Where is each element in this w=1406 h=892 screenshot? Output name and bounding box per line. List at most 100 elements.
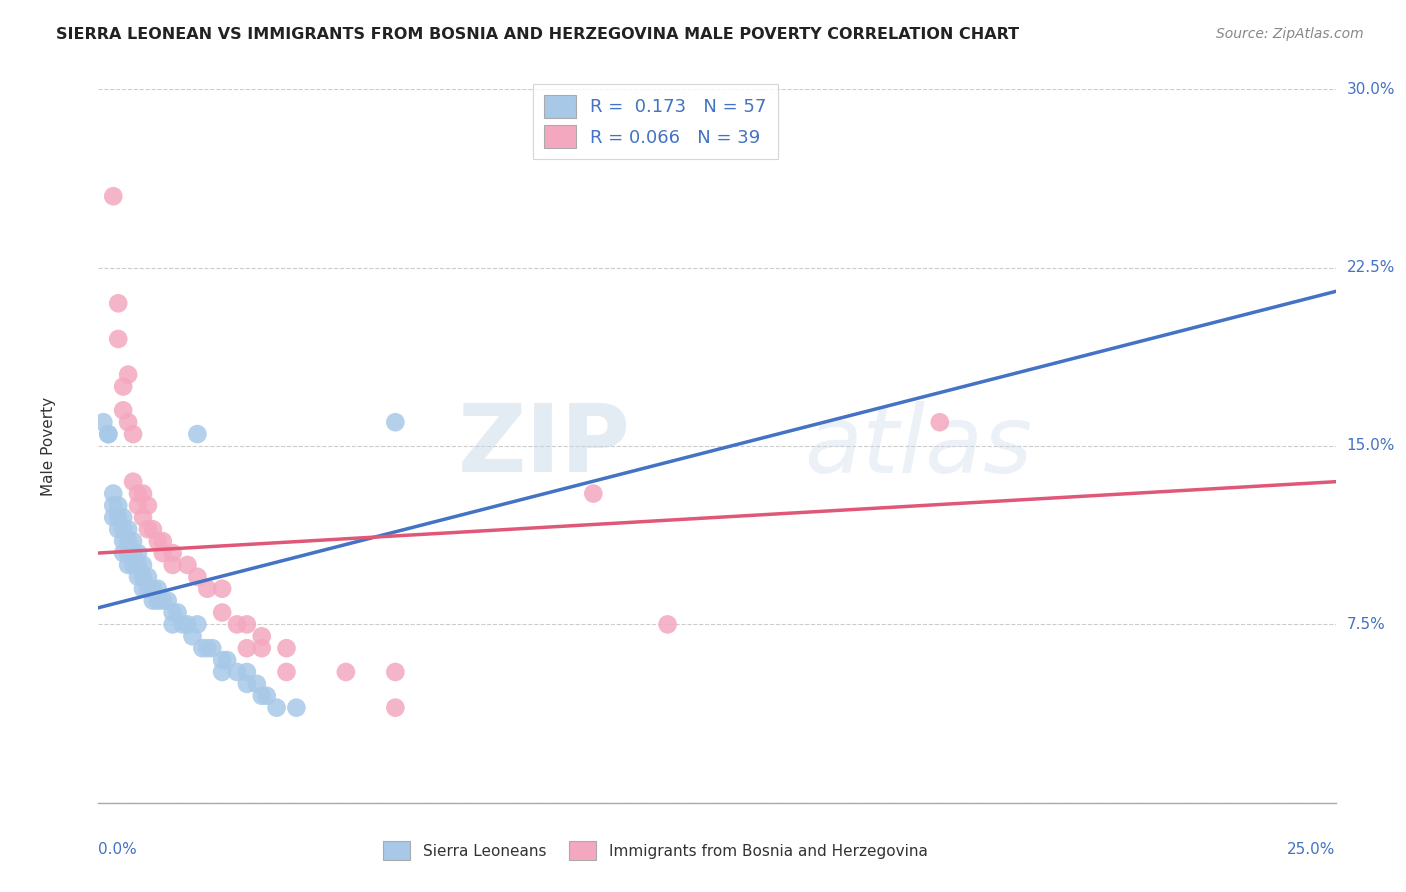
Point — [112, 522, 135, 536]
Point — [176, 558, 198, 572]
Point — [146, 582, 169, 596]
Text: ZIP: ZIP — [457, 400, 630, 492]
Point — [93, 415, 115, 429]
Point — [117, 522, 139, 536]
Point — [107, 499, 129, 513]
Point — [186, 617, 208, 632]
Point — [928, 415, 950, 429]
Point — [146, 593, 169, 607]
Point — [117, 415, 139, 429]
Point — [156, 593, 179, 607]
Point — [136, 582, 159, 596]
Point — [236, 677, 259, 691]
Point — [112, 534, 135, 549]
Text: atlas: atlas — [804, 401, 1032, 491]
Point — [152, 593, 174, 607]
Point — [107, 510, 129, 524]
Point — [211, 665, 233, 679]
Point — [127, 546, 149, 560]
Point — [236, 641, 259, 656]
Point — [103, 510, 125, 524]
Point — [162, 546, 184, 560]
Text: Source: ZipAtlas.com: Source: ZipAtlas.com — [1216, 27, 1364, 41]
Point — [266, 700, 288, 714]
Point — [127, 570, 149, 584]
Point — [122, 558, 145, 572]
Point — [97, 427, 120, 442]
Point — [181, 629, 204, 643]
Point — [127, 558, 149, 572]
Point — [142, 593, 165, 607]
Point — [107, 522, 129, 536]
Point — [384, 700, 406, 714]
Text: 25.0%: 25.0% — [1288, 842, 1336, 857]
Text: 7.5%: 7.5% — [1347, 617, 1385, 632]
Point — [582, 486, 605, 500]
Point — [142, 582, 165, 596]
Point — [117, 534, 139, 549]
Text: Male Poverty: Male Poverty — [41, 396, 56, 496]
Point — [132, 558, 155, 572]
Text: 22.5%: 22.5% — [1347, 260, 1395, 275]
Point — [122, 534, 145, 549]
Text: SIERRA LEONEAN VS IMMIGRANTS FROM BOSNIA AND HERZEGOVINA MALE POVERTY CORRELATIO: SIERRA LEONEAN VS IMMIGRANTS FROM BOSNIA… — [56, 27, 1019, 42]
Point — [136, 499, 159, 513]
Point — [107, 332, 129, 346]
Point — [657, 617, 679, 632]
Point — [136, 570, 159, 584]
Point — [384, 665, 406, 679]
Point — [166, 606, 188, 620]
Point — [152, 534, 174, 549]
Point — [250, 689, 273, 703]
Point — [162, 558, 184, 572]
Point — [226, 617, 249, 632]
Point — [112, 379, 135, 393]
Point — [217, 653, 239, 667]
Point — [176, 617, 198, 632]
Point — [122, 427, 145, 442]
Point — [146, 534, 169, 549]
Point — [195, 582, 218, 596]
Point — [226, 665, 249, 679]
Point — [122, 475, 145, 489]
Point — [117, 558, 139, 572]
Point — [250, 641, 273, 656]
Point — [276, 665, 298, 679]
Point — [276, 641, 298, 656]
Point — [152, 546, 174, 560]
Text: 15.0%: 15.0% — [1347, 439, 1395, 453]
Point — [127, 486, 149, 500]
Point — [256, 689, 278, 703]
Point — [142, 522, 165, 536]
Text: 0.0%: 0.0% — [98, 842, 138, 857]
Point — [186, 427, 208, 442]
Point — [195, 641, 218, 656]
Point — [211, 653, 233, 667]
Point — [250, 629, 273, 643]
Point — [127, 499, 149, 513]
Text: 30.0%: 30.0% — [1347, 82, 1395, 96]
Point — [162, 606, 184, 620]
Point — [112, 546, 135, 560]
Point — [132, 486, 155, 500]
Point — [186, 570, 208, 584]
Point — [236, 617, 259, 632]
Point — [103, 189, 125, 203]
Point — [117, 546, 139, 560]
Point — [97, 427, 120, 442]
Point — [201, 641, 224, 656]
Point — [236, 665, 259, 679]
Point — [132, 570, 155, 584]
Point — [132, 510, 155, 524]
Point — [285, 700, 308, 714]
Point — [112, 403, 135, 417]
Point — [211, 582, 233, 596]
Point — [122, 546, 145, 560]
Point — [112, 510, 135, 524]
Point — [384, 415, 406, 429]
Point — [191, 641, 214, 656]
Legend: Sierra Leoneans, Immigrants from Bosnia and Herzegovina: Sierra Leoneans, Immigrants from Bosnia … — [377, 835, 934, 866]
Point — [132, 582, 155, 596]
Point — [103, 499, 125, 513]
Point — [335, 665, 357, 679]
